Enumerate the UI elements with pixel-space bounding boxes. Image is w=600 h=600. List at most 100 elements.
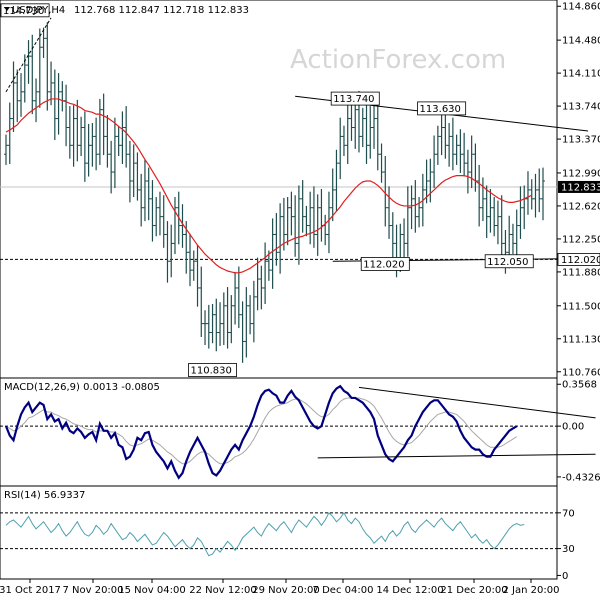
ohlc-bar: [281, 197, 286, 251]
x-tick-label: 22 Nov 12:00: [189, 585, 256, 596]
ohlc-bar: [499, 195, 504, 257]
ohlc-bar: [484, 185, 489, 239]
ohlc-bar: [188, 233, 193, 287]
ohlc-bar: [135, 152, 140, 201]
ohlc-bar: [296, 185, 301, 265]
ohlc-bar: [462, 132, 467, 177]
ohlc-bar: [240, 301, 245, 363]
price-annotation-box: [330, 91, 380, 106]
ohlc-bar: [285, 197, 290, 246]
ohlc-bar: [199, 266, 204, 337]
ohlc-bar: [390, 212, 395, 265]
price-tick-label: 112.250: [562, 234, 600, 245]
dropdown-triangle-icon[interactable]: [4, 7, 10, 11]
support-tag: [557, 253, 600, 266]
price-annotation-label: 112.050: [487, 257, 528, 268]
ohlc-bar: [372, 105, 377, 149]
ohlc-bar: [266, 250, 271, 281]
ohlc-bar: [308, 191, 313, 245]
ohlc-bar: [458, 129, 463, 173]
last-price-label: 112.833: [561, 182, 600, 193]
macd-upper-trendline: [358, 386, 596, 419]
ohlc-bar: [120, 111, 125, 165]
ohlc-bar: [86, 123, 91, 177]
ohlc-bar: [142, 159, 147, 222]
price-tick-label: 114.860: [562, 2, 600, 13]
ohlc-bar: [345, 102, 350, 165]
ohlc-bar: [161, 195, 166, 248]
grid-lines: [0, 186, 557, 550]
price-tick-label: 111.880: [562, 267, 600, 278]
ohlc-bar: [146, 167, 151, 221]
ohlc-header: 112.768 112.847 112.718 112.833: [74, 5, 249, 16]
ohlc-bar: [315, 194, 320, 256]
ohlc-bar: [383, 156, 388, 227]
ohlc-bar: [360, 107, 365, 148]
ohlc-bar: [248, 295, 253, 335]
ohlc-bar: [375, 99, 380, 171]
ohlc-bar: [364, 102, 369, 165]
ohlc-bar: [537, 168, 542, 213]
ohlc-bar: [7, 102, 12, 165]
price-annotation-box: [360, 257, 410, 271]
x-tick-label: 31 Oct 2017: [0, 585, 61, 596]
ohlc-bar: [225, 287, 230, 349]
ohlc-bar: [4, 134, 8, 165]
watermark: ActionForex.com: [290, 45, 506, 75]
ohlc-bar: [251, 280, 256, 343]
ohlc-bar: [465, 149, 470, 194]
last-price-tag: [558, 180, 600, 193]
ohlc-bar: [432, 135, 437, 189]
ohlc-bar: [82, 111, 87, 182]
x-tick-label: 15 Nov 04:00: [118, 585, 185, 596]
ohlc-bar: [124, 106, 129, 168]
macd-line: [4, 384, 518, 480]
x-tick-label: 21 Dec 20:00: [440, 585, 507, 596]
price-annotation-label: 113.740: [333, 94, 374, 105]
price-annotation-box: [484, 254, 534, 269]
ohlc-bar: [447, 123, 452, 167]
ohlc-bar: [424, 159, 429, 204]
ohlc-bar: [518, 186, 523, 239]
ohlc-bar: [206, 304, 211, 349]
ohlc-bar: [368, 106, 373, 159]
ohlc-bar: [450, 117, 455, 171]
ohlc-bar: [116, 125, 121, 157]
ohlc-bar: [311, 186, 316, 248]
ohlc-bar: [477, 164, 482, 227]
macd-tick-label: 0.3568: [562, 380, 597, 391]
ohlc-bar: [131, 144, 136, 198]
macd-label: MACD(12,26,9) 0.0013 -0.0805: [4, 382, 160, 393]
ohlc-bar: [105, 115, 110, 168]
ohlc-bar: [409, 185, 414, 230]
x-tick-label: 2 Jan 20:00: [503, 585, 560, 596]
ohlc-bar: [236, 266, 241, 329]
ohlc-bar: [510, 223, 515, 255]
price-annotation-label: 114.730: [3, 6, 44, 17]
ohlc-bar: [154, 197, 159, 237]
ohlc-bar: [112, 117, 117, 189]
ohlc-bar: [19, 73, 24, 117]
ohlc-bar: [428, 158, 433, 203]
x-tick-label: 7 Nov 20:00: [62, 585, 123, 596]
price-tick-label: 110.760: [562, 367, 600, 378]
price-tick-label: 111.130: [562, 334, 600, 345]
macd-tick-label: 0.00: [562, 422, 584, 433]
ohlc-bar: [293, 195, 298, 257]
ohlc-bar: [334, 149, 339, 212]
macd-signal-line: [5, 397, 517, 465]
ohlc-bar: [514, 209, 519, 263]
ohlc-bar: [172, 197, 177, 255]
ohlc-bar: [533, 173, 538, 218]
ma-line: [5, 98, 532, 274]
ohlc-bar: [454, 134, 459, 165]
rsi-panel-frame: [0, 485, 558, 580]
ohlc-bar: [15, 69, 20, 123]
ohlc-bar: [157, 191, 162, 236]
ohlc-bar: [45, 22, 50, 111]
price-annotation-label: 110.830: [190, 366, 231, 377]
ohlc-bar: [79, 116, 84, 157]
ohlc-bar: [75, 99, 80, 162]
ohlc-bar: [278, 203, 283, 274]
